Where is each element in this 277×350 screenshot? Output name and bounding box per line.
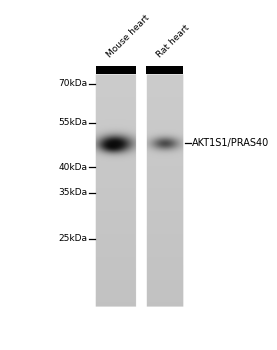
Text: Mouse heart: Mouse heart	[106, 13, 152, 60]
Text: 70kDa: 70kDa	[58, 79, 87, 88]
Bar	[96, 66, 135, 74]
Bar	[146, 66, 183, 74]
Text: 40kDa: 40kDa	[58, 163, 87, 172]
Text: 35kDa: 35kDa	[58, 188, 87, 197]
Text: 55kDa: 55kDa	[58, 118, 87, 127]
Text: Rat heart: Rat heart	[155, 23, 191, 60]
Text: AKT1S1/PRAS40: AKT1S1/PRAS40	[193, 138, 270, 148]
Text: 25kDa: 25kDa	[58, 234, 87, 243]
